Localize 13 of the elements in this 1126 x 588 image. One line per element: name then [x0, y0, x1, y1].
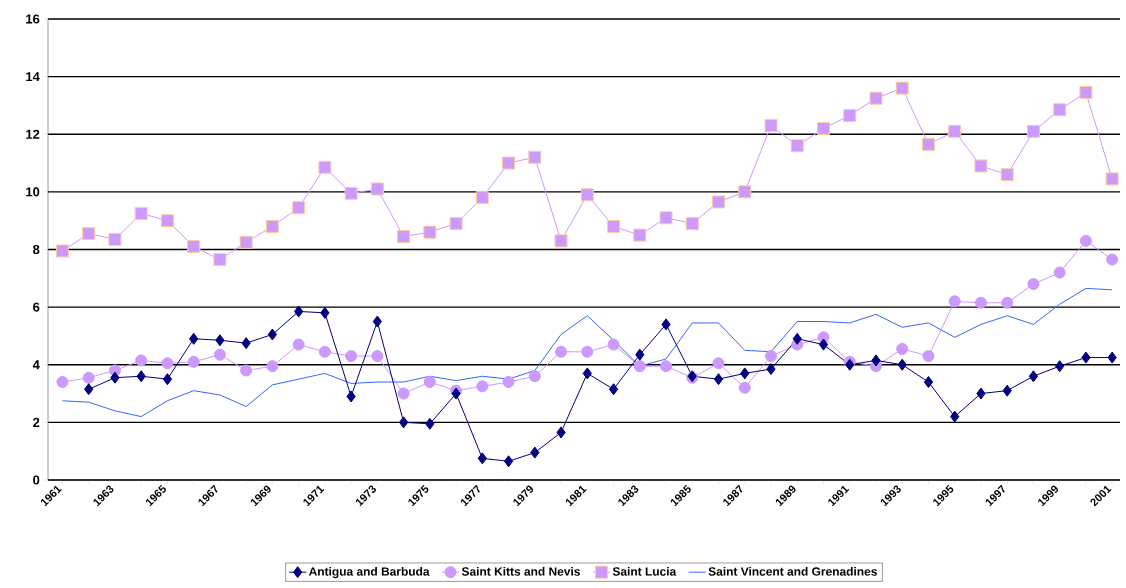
- y-tick-label: 10: [26, 187, 40, 197]
- y-tick-label: 16: [26, 14, 40, 24]
- legend-label: Saint Kitts and Nevis: [461, 566, 580, 576]
- y-tick-label: 0: [33, 475, 40, 485]
- y-tick-label: 6: [33, 302, 40, 312]
- legend-label: Saint Vincent and Grenadines: [708, 566, 877, 576]
- y-tick-label: 14: [26, 72, 40, 82]
- y-tick-label: 8: [33, 244, 40, 255]
- legend-label: Antigua and Barbuda: [308, 566, 430, 579]
- y-tick-label: 4: [32, 360, 40, 370]
- y-tick-label: 2: [33, 417, 40, 427]
- y-tick-label: 12: [26, 129, 40, 139]
- legend-label: Saint Lucia: [612, 566, 677, 576]
